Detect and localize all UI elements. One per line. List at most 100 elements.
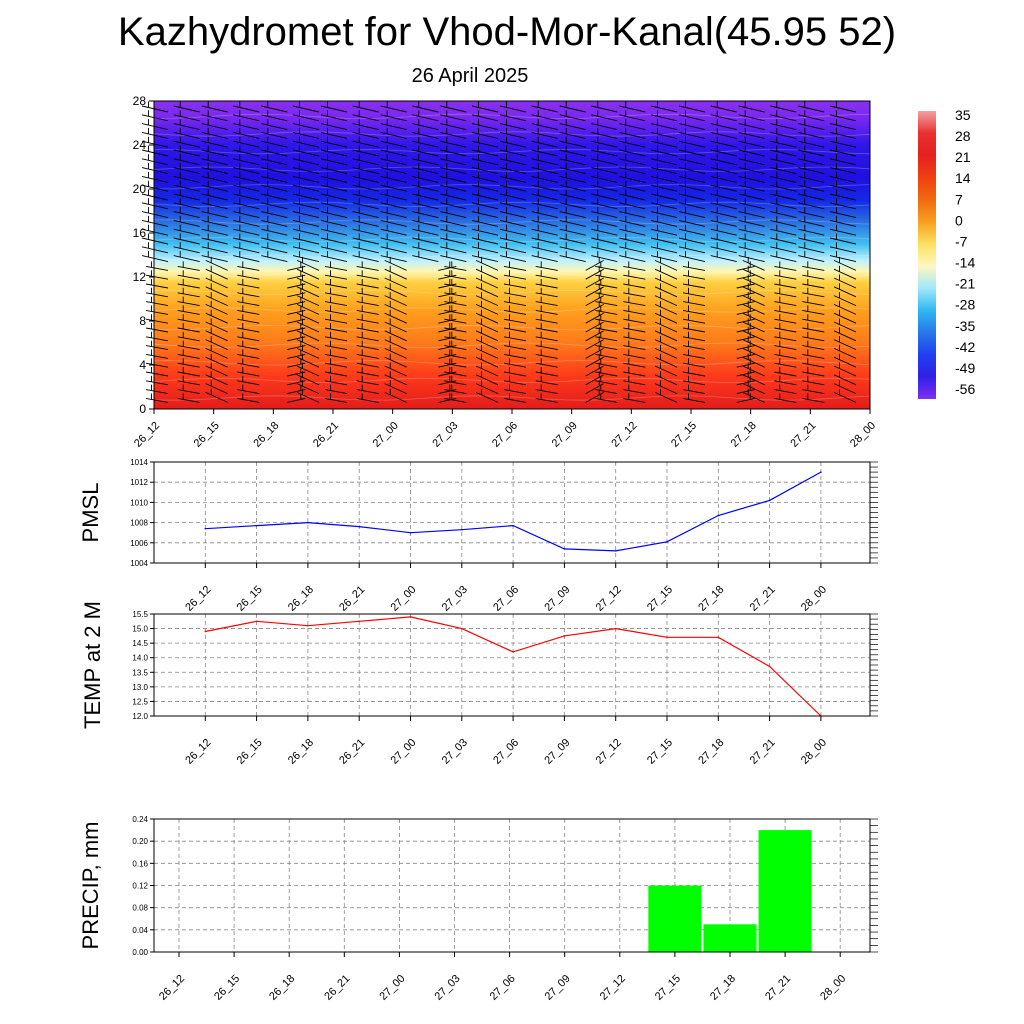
colorbar-label: -35 [955,318,975,334]
precip-ytick-label: 0.16 [132,859,148,868]
colorbar-label: 21 [955,149,971,165]
cross-section-xtick-label: 26_12 [132,420,162,450]
pmsl-point [820,471,822,473]
temp2m-xtick-label: 28_00 [799,737,829,767]
pmsl-xtick-label: 27_09 [542,584,572,614]
pmsl-xtick-label: 28_00 [799,584,829,614]
pmsl-xtick-label: 27_18 [696,584,726,614]
precip-ytick-label: 0.04 [132,926,148,935]
colorbar-label: 7 [955,191,963,207]
pmsl-ytick-label: 1008 [130,519,148,528]
precip-xtick-label: 27_00 [377,973,407,1003]
precip-ytick-label: 0.08 [132,904,148,913]
precip-xtick-label: 27_21 [763,973,793,1003]
precip-xtick-label: 27_12 [598,973,628,1003]
temp2m-point [461,627,463,630]
colorbar-label: -56 [955,381,975,397]
temp2m-point [255,620,258,623]
temp2m-ytick-label: 12.0 [132,712,148,721]
colorbar-label: -14 [955,255,975,271]
pmsl-point [717,514,720,517]
pmsl-ytick-label: 1010 [130,498,148,507]
temp2m-xtick-label: 27_15 [645,737,675,767]
precip-xtick-label: 26_21 [322,973,352,1003]
pmsl-xtick-label: 27_06 [491,584,521,614]
pmsl-ytick-label: 1014 [130,458,148,467]
temp2m-xtick-label: 26_21 [337,737,367,767]
temp2m-xtick-label: 27_03 [440,737,470,767]
pmsl-xtick-label: 27_15 [645,584,675,614]
precip-bar [703,924,757,952]
pmsl-point [204,527,207,530]
temp2m-point [409,616,412,618]
cross-section-xtick-label: 27_12 [609,420,639,450]
temp2m-xtick-label: 26_15 [235,737,265,767]
temp2m-xtick-label: 27_21 [748,737,778,767]
temp2m-point [204,630,207,633]
pmsl-ytick-label: 1006 [130,539,148,548]
cross-section-ytick-label: 16 [133,226,147,240]
cross-section-xtick-label: 27_21 [788,420,818,450]
pmsl-xtick-label: 27_03 [440,584,470,614]
temp2m-frame [153,613,871,717]
precip-ytick-label: 0.20 [132,837,148,846]
colorbar-label: 0 [955,212,963,228]
pmsl-point [461,528,463,531]
cross-section-ytick-label: 28 [133,94,147,108]
cross-section-xtick-label: 28_00 [848,420,878,450]
pmsl-point [358,525,361,528]
pmsl-ytick-label: 1004 [130,559,148,568]
temp2m-ytick-label: 15.5 [132,610,148,619]
pmsl-xtick-label: 26_18 [286,584,316,614]
colorbar-label: -21 [955,276,975,292]
pmsl-point [255,524,258,527]
temp2m-ytick-label: 14.0 [132,654,148,663]
pmsl-panel: 1004 1006 1008 1010 1012 1014 26_12 26_15 26_18 2… [78,458,878,614]
cross-section-xtick-label: 27_09 [550,420,580,450]
pmsl-point [512,524,514,527]
pmsl-xtick-label: 27_21 [748,584,778,614]
colorbar-label: 35 [955,107,971,123]
precip-panel: 0.00 0.04 0.08 0.12 0.16 0.20 0.24 26_12 26_15 26… [78,815,878,1003]
pmsl-frame [153,461,871,564]
pmsl-ytick-label: 1012 [130,478,148,487]
precip-xtick-label: 27_18 [708,973,738,1003]
temp2m-point [768,665,771,668]
cross-section-xtick-label: 27_18 [729,420,759,450]
colorbar-label: -49 [955,360,975,376]
temp2m-point [358,620,361,623]
temp2m-point [563,635,566,637]
temp2m-ytick-label: 14.5 [132,639,148,648]
pmsl-xtick-label: 26_21 [337,584,367,614]
cross-section-xtick-label: 26_18 [251,420,281,450]
pmsl-point [768,499,771,502]
precip-xtick-label: 27_03 [433,973,463,1003]
temp2m-ytick-label: 15.0 [132,625,148,634]
cross-section-ytick-label: 24 [133,138,147,152]
colorbar-label: -42 [955,339,975,355]
cross-section-ytick-label: 12 [133,270,147,284]
temp2m-ytick-label: 13.0 [132,683,148,692]
pmsl-xtick-label: 27_00 [389,584,419,614]
chart-subtitle: 26 April 2025 [411,65,529,87]
temp2m-ytick-label: 12.5 [132,697,148,706]
chart-title: Kazhydromet for Vhod-Mor-Kanal(45.95 52) [117,10,897,54]
temp2m-ylabel: TEMP at 2 M [80,601,105,729]
cross-section-xtick-label: 27_03 [430,420,460,450]
precip-ytick-label: 0.00 [132,948,148,957]
pmsl-point [614,550,617,552]
cross-section-xtick-label: 26_15 [192,420,222,450]
pmsl-point [409,531,412,534]
temp2m-xtick-label: 27_09 [542,737,572,767]
colorbar-label: 28 [955,128,971,144]
cross-section-xtick-label: 27_06 [490,420,520,450]
temp2m-point [717,636,720,639]
temp2m-xtick-label: 27_12 [594,737,624,767]
precip-frame [153,818,871,953]
cross-section-ytick-label: 8 [139,314,146,328]
cross-section-xtick-label: 27_00 [371,420,401,450]
precip-ytick-label: 0.24 [132,815,148,824]
cross-section-xtick-label: 26_21 [311,420,341,450]
precip-xtick-label: 27_15 [653,973,683,1003]
